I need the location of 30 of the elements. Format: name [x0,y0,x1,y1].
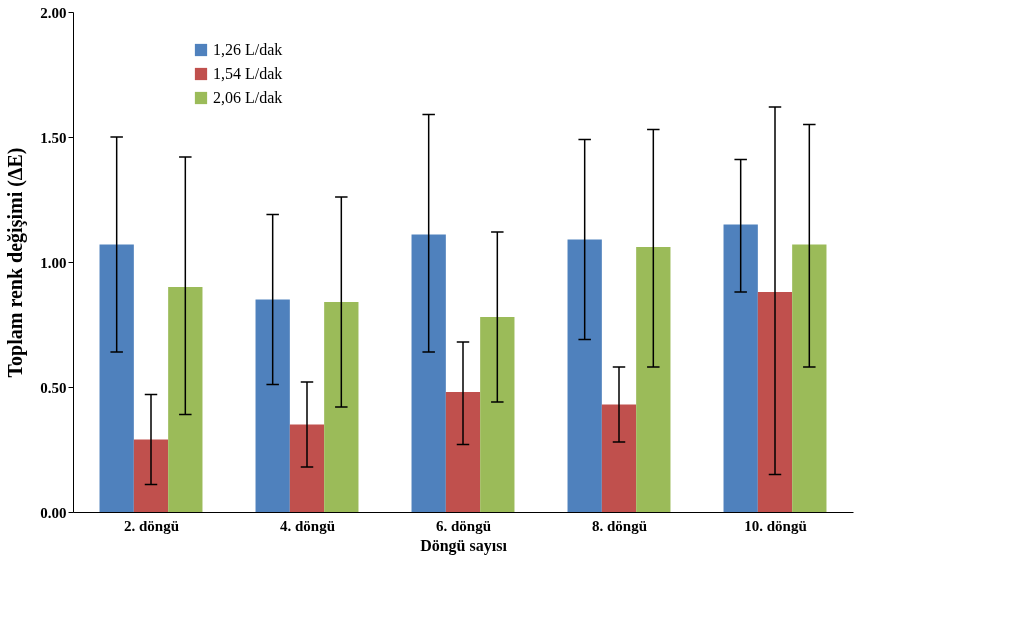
y-axis-title: Toplam renk değişimi (ΔE) [4,147,28,378]
y-tick-label: 0.50 [40,379,67,396]
bar [757,292,793,512]
x-tick-label: 4. döngü [279,517,336,534]
bar [289,424,325,512]
bar [723,224,758,512]
bar [168,287,203,512]
x-tick-label: 6. döngü [435,517,492,534]
bar [636,247,671,512]
x-tick-label: 8. döngü [591,517,648,534]
bar [255,299,290,512]
bar [99,244,134,512]
y-tick-label: 1.00 [40,254,67,271]
y-tick-label: 2.00 [40,4,67,21]
y-tick-label: 1.50 [40,129,67,146]
legend-label: 1,26 L/dak [213,41,283,58]
bar [792,244,827,512]
x-tick-label: 10. döngü [744,517,807,534]
bar [324,302,359,512]
bar [411,234,446,512]
x-axis-title: Döngü sayısı [420,536,508,555]
bar [133,439,169,512]
legend-label: 2,06 L/dak [213,89,283,106]
legend-label: 1,54 L/dak [213,65,283,82]
bar [601,404,637,512]
y-tick-label: 0.00 [40,504,67,521]
bar [480,317,515,512]
x-tick-label: 2. döngü [123,517,180,534]
bar [445,392,481,512]
bar [567,239,602,512]
